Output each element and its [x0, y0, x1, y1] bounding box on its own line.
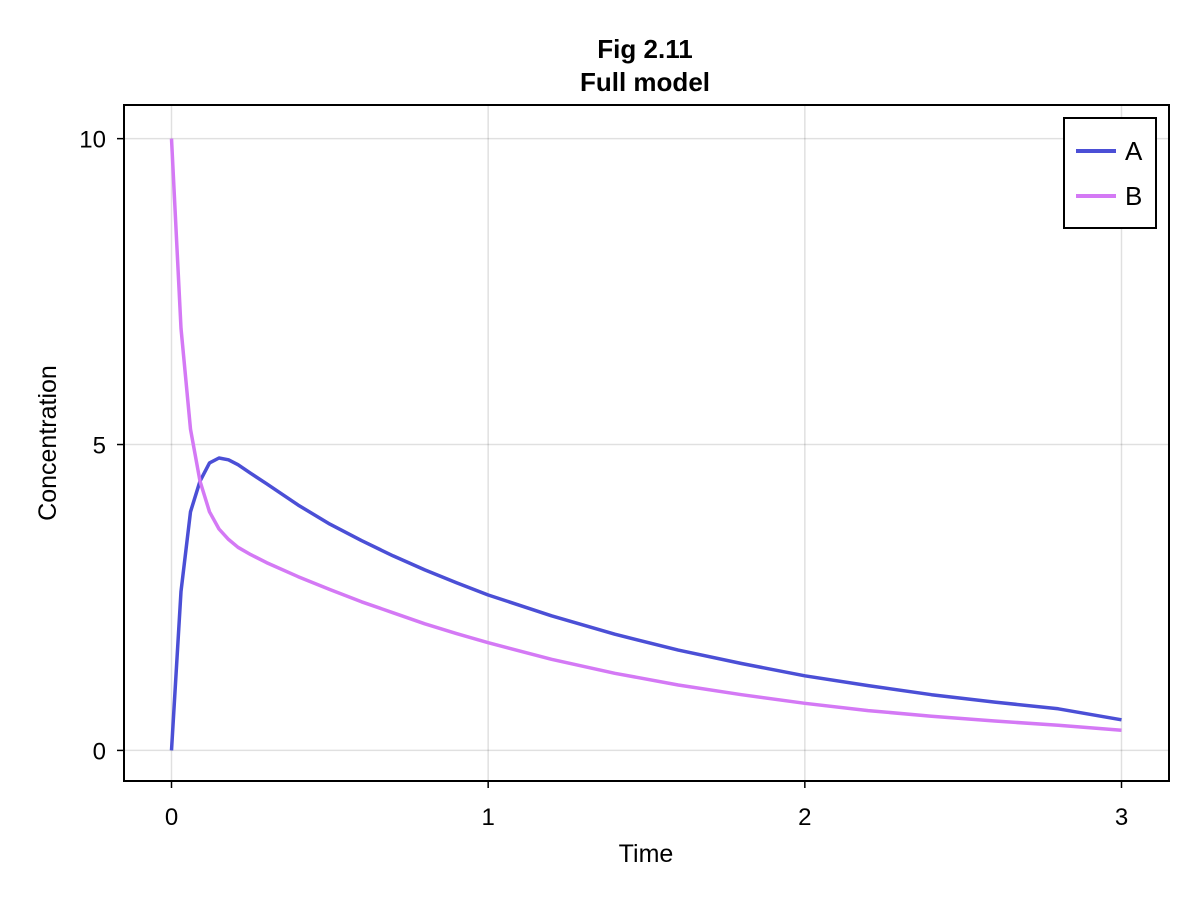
plot-frame: [123, 104, 1170, 782]
data-series: [169, 138, 1122, 751]
axis-ticks: 0 1 2 3 0 5 10: [79, 127, 1128, 831]
y-tick-label: 10: [79, 127, 106, 154]
x-tick-label: 3: [1115, 804, 1128, 831]
legend-box: [1063, 117, 1157, 229]
legend-label-b: B: [1125, 181, 1142, 211]
y-tick-label: 5: [93, 433, 106, 460]
legend: A B: [1063, 117, 1157, 229]
x-tick-label: 2: [798, 804, 811, 831]
y-tick-label: 0: [93, 738, 106, 765]
x-tick-label: 1: [481, 804, 494, 831]
x-axis-label: Time: [619, 840, 674, 868]
x-tick-label: 0: [165, 804, 178, 831]
chart-subtitle: Full model: [580, 67, 710, 97]
chart-title: Fig 2.11: [597, 34, 692, 64]
series-line-a: [169, 456, 1122, 751]
legend-label-a: A: [1125, 136, 1143, 166]
y-axis-label: Concentration: [34, 365, 62, 521]
series-line-b: [169, 138, 1122, 732]
